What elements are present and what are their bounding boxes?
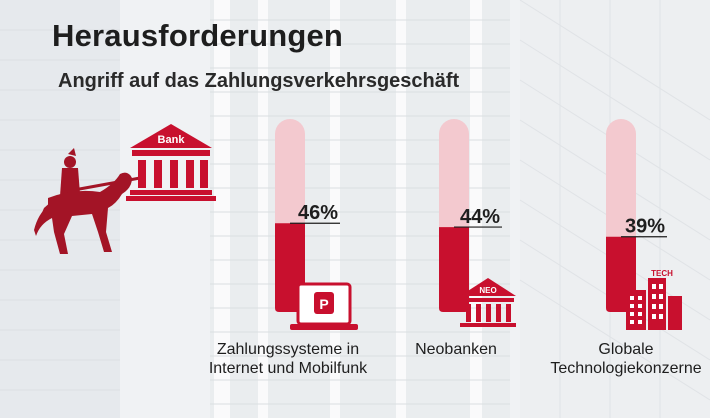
category-label: Zahlungssysteme in Internet und Mobilfunk <box>209 341 368 377</box>
category-label-line: Internet und Mobilfunk <box>209 360 368 377</box>
bar <box>439 227 469 312</box>
category-label: Globale Technologiekonzerne <box>550 341 701 377</box>
page-title: Herausforderungen <box>52 18 344 53</box>
tech-icon-label: TECH <box>651 269 673 278</box>
bar-group: 39% <box>606 119 667 312</box>
neo-bank-icon: NEO <box>460 278 516 327</box>
category-label: Neobanken <box>415 341 497 358</box>
knight-on-horse-icon <box>34 148 141 254</box>
bar-group: 44% <box>439 119 502 312</box>
payment-icon-label: P <box>319 296 328 312</box>
bank-label: Bank <box>158 134 186 146</box>
bank-building-icon: Bank <box>126 124 216 201</box>
data-label: 39% <box>625 216 665 238</box>
data-label: 44% <box>460 206 500 228</box>
category-label-line: Technologiekonzerne <box>550 360 701 377</box>
tech-buildings-icon: TECH <box>626 269 682 330</box>
page-subtitle: Angriff auf das Zahlungsverkehrsgeschäft <box>58 70 460 92</box>
laptop-payment-icon: P <box>290 282 358 330</box>
neo-icon-label: NEO <box>479 286 496 295</box>
data-label: 46% <box>298 202 338 224</box>
category-label-line: Neobanken <box>415 341 497 358</box>
category-label-line: Zahlungssysteme in <box>217 341 359 358</box>
category-label-line: Globale <box>598 341 653 358</box>
